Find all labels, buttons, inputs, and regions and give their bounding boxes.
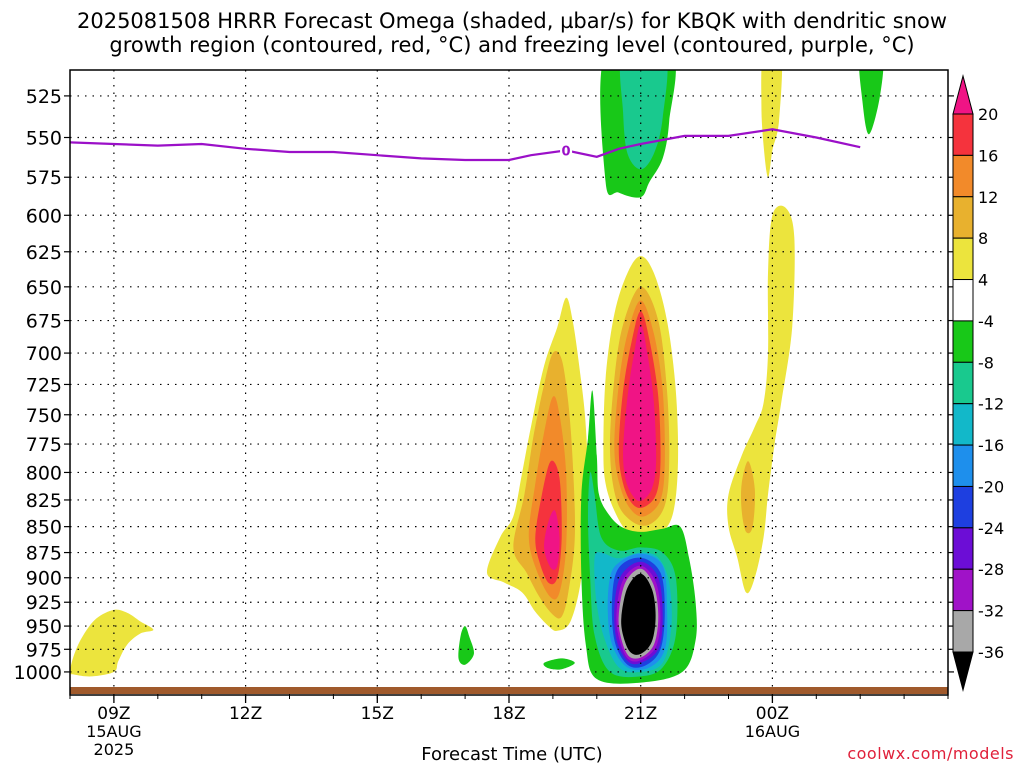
- ytick-label-700: 700: [26, 343, 62, 365]
- ytick-label-850: 850: [26, 517, 62, 539]
- colorbar-label-7: -12: [978, 395, 1004, 414]
- omega-region-0: [70, 609, 154, 677]
- omega-region-25: [859, 70, 884, 135]
- colorbar-box-0: [952, 113, 974, 156]
- ytick-label-625: 625: [26, 242, 62, 264]
- colorbar-bottom-arrow: [952, 651, 974, 692]
- colorbar-label-8: -16: [978, 436, 1004, 455]
- ytick-label-725: 725: [26, 374, 62, 396]
- xtick-label-15: 15Z: [361, 704, 394, 724]
- ytick-label-600: 600: [26, 205, 62, 227]
- colorbar-box-10: [952, 527, 974, 570]
- colorbar-label-4: 4: [978, 271, 988, 290]
- plot-frame: [69, 69, 949, 696]
- colorbar-box-8: [952, 444, 974, 487]
- xtick-label-24: 00Z: [756, 704, 789, 724]
- colorbar-label-10: -24: [978, 519, 1004, 538]
- xtick-date-24: 16AUG: [745, 722, 800, 741]
- omega-region-26: [727, 205, 795, 594]
- colorbar-label-6: -8: [978, 353, 994, 372]
- colorbar-box-4: [952, 279, 974, 322]
- xtick-label-21: 21Z: [624, 704, 657, 724]
- colorbar-box-6: [952, 361, 974, 405]
- colorbar-label-3: 8: [978, 229, 988, 248]
- omega-region-27: [740, 461, 756, 534]
- freezing-level-label: 0: [562, 144, 571, 159]
- ytick-label-925: 925: [26, 592, 62, 614]
- colorbar-top-arrow: [952, 74, 974, 115]
- xtick-label-9: 09Z: [97, 704, 130, 724]
- ground-terrain-bar: [70, 687, 948, 694]
- colorbar-box-3: [952, 237, 974, 281]
- omega-region-24: [761, 70, 783, 178]
- ytick-label-825: 825: [26, 490, 62, 512]
- ytick-label-525: 525: [26, 86, 62, 108]
- x-axis-label: Forecast Time (UTC): [421, 744, 603, 765]
- ytick-label-800: 800: [26, 462, 62, 484]
- omega-region-21: [621, 573, 656, 655]
- ytick-label-900: 900: [26, 568, 62, 590]
- colorbar-box-7: [952, 403, 974, 446]
- colorbar-box-11: [952, 568, 974, 612]
- ytick-label-750: 750: [26, 405, 62, 427]
- colorbar-box-2: [952, 196, 974, 239]
- colorbar-box-1: [952, 154, 974, 198]
- ytick-label-775: 775: [26, 434, 62, 456]
- omega-region-1: [458, 626, 474, 665]
- ytick-label-950: 950: [26, 616, 62, 638]
- colorbar-label-2: 12: [978, 188, 998, 207]
- omega-region-2: [543, 658, 575, 670]
- ytick-label-550: 550: [26, 127, 62, 149]
- credit-link[interactable]: coolwx.com/models: [847, 744, 1014, 763]
- xtick-label-18: 18Z: [492, 704, 525, 724]
- colorbar-label-11: -28: [978, 560, 1004, 579]
- omega-region-23: [619, 70, 668, 170]
- colorbar-box-9: [952, 485, 974, 529]
- ytick-label-975: 975: [26, 639, 62, 661]
- omega-colorbar: 20 16 12 8 4 -4 -8 -12 -16 -20 -24 -28 -32 -36: [952, 74, 1004, 692]
- freezing-level-label-bg: [560, 142, 573, 157]
- chart-title-line1: 2025081508 HRRR Forecast Omega (shaded, …: [76, 9, 947, 33]
- colorbar-box-12: [952, 610, 974, 653]
- xtick-year-9: 2025: [94, 740, 135, 759]
- ytick-label-575: 575: [26, 167, 62, 189]
- xtick-label-12: 12Z: [229, 704, 262, 724]
- grid-lines: [70, 70, 948, 694]
- pressure-axis: 525 550 575 600 625 650 675 700 725 750 775 800 825 8…: [14, 86, 954, 684]
- omega-region-12: [623, 324, 657, 502]
- ytick-label-1000: 1000: [14, 662, 62, 684]
- colorbar-label-5: -4: [978, 312, 994, 331]
- colorbar-label-13: -36: [978, 643, 1004, 662]
- omega-shading: [70, 70, 884, 684]
- ytick-label-675: 675: [26, 311, 62, 333]
- omega-region-7: [544, 510, 560, 570]
- freezing-level-line: [70, 128, 861, 162]
- colorbar-label-9: -20: [978, 477, 1004, 496]
- ytick-label-875: 875: [26, 543, 62, 565]
- colorbar-box-5: [952, 320, 974, 363]
- colorbar-label-12: -32: [978, 602, 1004, 621]
- chart-title-line2: growth region (contoured, red, °C) and f…: [109, 33, 915, 57]
- xtick-date-9: 15AUG: [86, 722, 141, 741]
- freezing-level-contour: 0: [70, 128, 861, 162]
- colorbar-label-0: 20: [978, 105, 998, 124]
- ytick-label-650: 650: [26, 277, 62, 299]
- colorbar-label-1: 16: [978, 146, 998, 165]
